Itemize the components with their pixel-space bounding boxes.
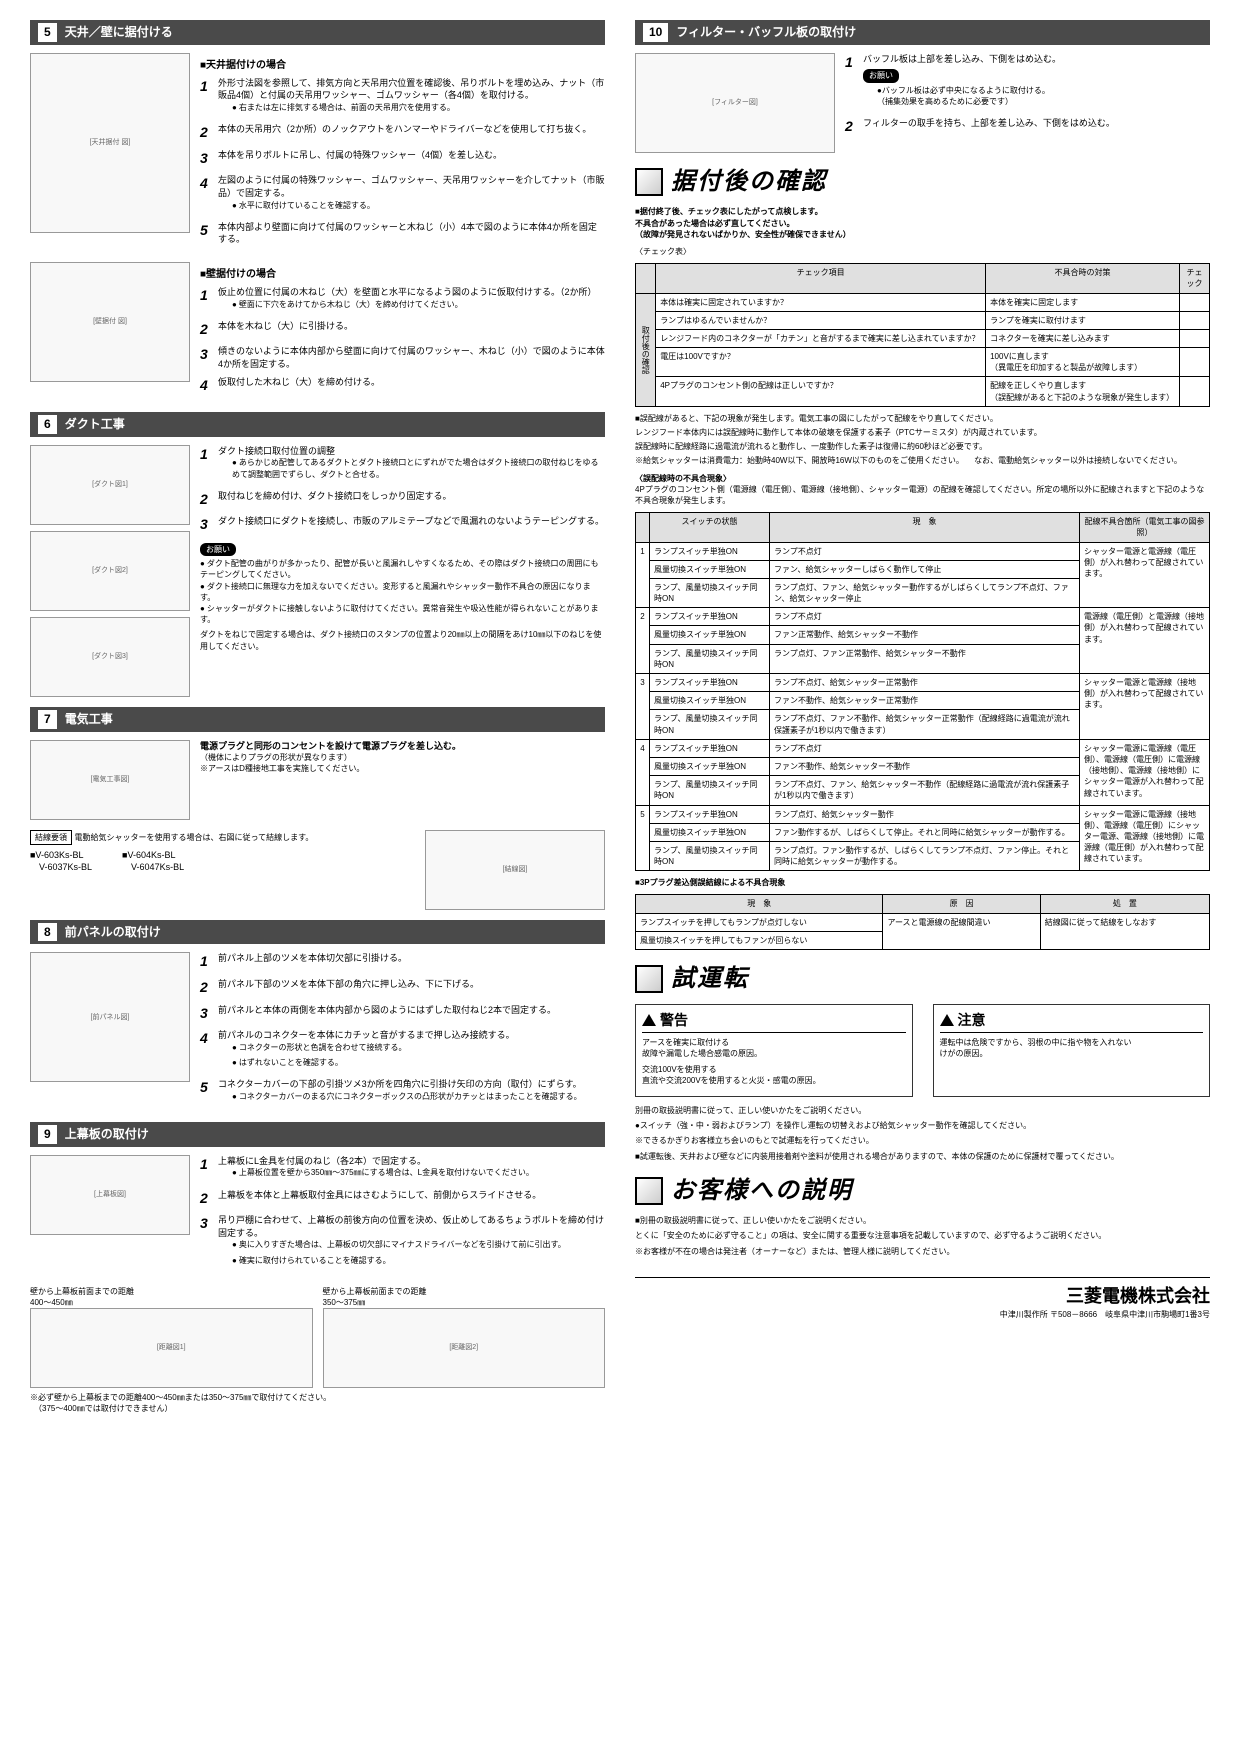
duct-note: ダクトをねじで固定する場合は、ダクト接続口のスタンプの位置より20㎜以上の間隔を… <box>200 629 605 651</box>
step: 1前パネル上部のツメを本体切欠部に引掛ける。 <box>200 952 605 972</box>
box-icon <box>635 965 663 993</box>
step: 4左図のように付属の特殊ワッシャー、ゴムワッシャー、天吊用ワッシャーを介してナッ… <box>200 174 605 214</box>
right-column: 10 フィルター・バッフル板の取付け [フィルター図] 1バッフル板は上部を差し… <box>635 20 1210 1414</box>
diagram-makuita: [上幕板図] <box>30 1155 190 1235</box>
section-8-title: 8 前パネルの取付け <box>30 920 605 945</box>
s10-block: [フィルター図] 1バッフル板は上部を差し込み、下側をはめ込む。お願い●バッフル… <box>635 53 1210 153</box>
step: 1ダクト接続口取付位置の調整あらかじめ配管してあるダクトとダクト接続口とにずれが… <box>200 445 605 484</box>
step: 3傾きのないように本体内部から壁面に向けて付属のワッシャー、木ねじ（小）で図のよ… <box>200 345 605 370</box>
left-column: 5 天井／壁に据付ける [天井据付 図] ■天井据付けの場合 1外形寸法図を参照… <box>30 20 605 1414</box>
section-num: 5 <box>38 23 57 42</box>
section-6-title: 6 ダクト工事 <box>30 412 605 437</box>
diagram-duct1: [ダクト図1] <box>30 445 190 525</box>
models: ■V-603Ks-BL V-6037Ks-BL■V-604Ks-BL V-604… <box>30 849 415 874</box>
step: 4前パネルのコネクターを本体にカチッと音がするまで押し込み接続する。コネクターの… <box>200 1029 605 1072</box>
s9-block: [上幕板図] 1上幕板にL金具を付属のねじ（各2本）で固定する。上幕板位置を壁か… <box>30 1155 605 1276</box>
s9-dist-row: 壁から上幕板前面までの距離 400～450㎜ [距離図1] 壁から上幕板前面まで… <box>30 1286 605 1388</box>
s6-block: [ダクト図1] [ダクト図2] [ダクト図3] 1ダクト接続口取付位置の調整あら… <box>30 445 605 697</box>
diagram-filter: [フィルター図] <box>635 53 835 153</box>
step: 2本体を木ねじ（大）に引掛ける。 <box>200 320 605 340</box>
check-table: チェック項目 不具合時の対策 チェック 取付後の確認本体は確実に固定されています… <box>635 263 1210 407</box>
caution-box: 注意 運転中は危険ですから、羽根の中に指や物を入れない けがの原因。 <box>933 1004 1211 1097</box>
step: 2本体の天吊用穴（2か所）のノックアウトをハンマーやドライバーなどを使用して打ち… <box>200 123 605 143</box>
diagram-elec: [電気工事図] <box>30 740 190 820</box>
caution-icon <box>940 1014 954 1026</box>
plug3p-table: 現 象 原 因 処 置 ランプスイッチを押してもランプが点灯しないアースと電源線… <box>635 894 1210 950</box>
s5-text1: ■天井据付けの場合 1外形寸法図を参照して、排気方向と天吊用穴位置を確認後、吊り… <box>200 53 605 252</box>
step: 3吊り戸棚に合わせて、上幕板の前後方向の位置を決め、仮止めしてあるちょうボルトを… <box>200 1214 605 1270</box>
step: 4仮取付した木ねじ（大）を締め付ける。 <box>200 376 605 396</box>
s5-block2: [壁据付 図] ■壁据付けの場合 1仮止め位置に付属の木ねじ（大）を壁面と水平に… <box>30 262 605 402</box>
confirm-heading: 据付後の確認 <box>635 165 1210 199</box>
diagram-ceiling: [天井据付 図] <box>30 53 190 233</box>
s7-wire-row: 結線要領 電動給気シャッターを使用する場合は、右図に従って結線します。 ■V-6… <box>30 830 605 910</box>
s7-text: 電源プラグと同形のコンセントを設けて電源プラグを差し込む。 （機体によりプラグの… <box>200 740 605 820</box>
step: 2上幕板を本体と上幕板取付金具にはさむようにして、前側からスライドさせる。 <box>200 1189 605 1209</box>
company-address: 中津川製作所 〒508－8666 岐阜県中津川市駒場町1番3号 <box>635 1309 1210 1320</box>
company-name: 三菱電機株式会社 <box>635 1284 1210 1309</box>
step: 1仮止め位置に付属の木ねじ（大）を壁面と水平になるよう図のように仮取付けする。（… <box>200 286 605 314</box>
s8-block: [前パネル図] 1前パネル上部のツメを本体切欠部に引掛ける。 2前パネル下部のツメ… <box>30 952 605 1112</box>
step: 2前パネル下部のツメを本体下部の角穴に押し込み、下に下げる。 <box>200 978 605 998</box>
error-table: スイッチの状態 現 象 配線不具合箇所（電気工事の図参照） 1ランプスイッチ単独… <box>635 512 1210 871</box>
s9-foot: ※必ず壁から上幕板までの距離400～450㎜または350～375㎜で取付けてくだ… <box>30 1392 605 1414</box>
step: 2フィルターの取手を持ち、上部を差し込み、下側をはめ込む。 <box>845 117 1210 137</box>
warn-label: お願い <box>200 543 236 556</box>
diagram-panel: [前パネル図] <box>30 952 190 1082</box>
s5-text2: ■壁据付けの場合 1仮止め位置に付属の木ねじ（大）を壁面と水平になるよう図のよう… <box>200 262 605 402</box>
test-heading: 試運転 <box>635 962 1210 996</box>
section-9-title: 9 上幕板の取付け <box>30 1122 605 1147</box>
customer-heading: お客様への説明 <box>635 1174 1210 1208</box>
wire-label: 結線要領 <box>30 830 72 845</box>
diagram-duct3: [ダクト図3] <box>30 617 190 697</box>
s6-text: 1ダクト接続口取付位置の調整あらかじめ配管してあるダクトとダクト接続口とにずれが… <box>200 445 605 697</box>
warn-row: 警告 アースを確実に取付ける 故障や漏電した場合感電の原因。交流100Vを使用す… <box>635 1004 1210 1097</box>
s5-sub1: ■天井据付けの場合 <box>200 59 605 73</box>
check-label: 〈チェック表〉 <box>635 246 1210 257</box>
step: 5コネクターカバーの下部の引掛ツメ3か所を四角穴に引掛け矢印の方向（取付）にずら… <box>200 1078 605 1106</box>
diagram-wiring: [結線図] <box>425 830 605 910</box>
s6-diagrams: [ダクト図1] [ダクト図2] [ダクト図3] <box>30 445 190 697</box>
s7-block: [電気工事図] 電源プラグと同形のコンセントを設けて電源プラグを差し込む。 （機… <box>30 740 605 820</box>
section-10-title: 10 フィルター・バッフル板の取付け <box>635 20 1210 45</box>
step: 5本体内部より壁面に向けて付属のワッシャーと木ねじ（小）4本で図のように本体4か… <box>200 221 605 246</box>
diagram-duct2: [ダクト図2] <box>30 531 190 611</box>
diagram-dist1: [距離図1] <box>30 1308 313 1388</box>
step: 3前パネルと本体の両側を本体内部から図のようにはずした取付ねじ2本で固定する。 <box>200 1004 605 1024</box>
confirm-lead: ■据付終了後、チェック表にしたがって点検します。 不具合があった場合は必ず直して… <box>635 206 1210 240</box>
section-label: 天井／壁に据付ける <box>65 24 173 41</box>
step: 1バッフル板は上部を差し込み、下側をはめ込む。お願い●バッフル板は必ず中央になる… <box>845 53 1210 111</box>
step: 1外形寸法図を参照して、排気方向と天吊用穴位置を確認後、吊りボルトを埋め込み、ナ… <box>200 77 605 117</box>
box-icon <box>635 168 663 196</box>
warning-box: 警告 アースを確実に取付ける 故障や漏電した場合感電の原因。交流100Vを使用す… <box>635 1004 913 1097</box>
page: 5 天井／壁に据付ける [天井据付 図] ■天井据付けの場合 1外形寸法図を参照… <box>30 20 1210 1414</box>
step: 1上幕板にL金具を付属のねじ（各2本）で固定する。上幕板位置を壁から350㎜～3… <box>200 1155 605 1183</box>
section-5-title: 5 天井／壁に据付ける <box>30 20 605 45</box>
section-7-title: 7 電気工事 <box>30 707 605 732</box>
s5-sub2: ■壁据付けの場合 <box>200 268 605 282</box>
box-icon <box>635 1177 663 1205</box>
warning-icon <box>642 1014 656 1026</box>
step: 3ダクト接続口にダクトを接続し、市販のアルミテープなどで風漏れのないようテーピン… <box>200 515 605 535</box>
step: 3本体を吊りボルトに吊し、付属の特殊ワッシャー（4個）を差し込む。 <box>200 149 605 169</box>
diagram-dist2: [距離図2] <box>323 1308 606 1388</box>
step: 2取付ねじを締め付け、ダクト接続口をしっかり固定する。 <box>200 490 605 510</box>
footer: 三菱電機株式会社 中津川製作所 〒508－8666 岐阜県中津川市駒場町1番3号 <box>635 1277 1210 1320</box>
diagram-wall: [壁据付 図] <box>30 262 190 382</box>
s5-block1: [天井据付 図] ■天井据付けの場合 1外形寸法図を参照して、排気方向と天吊用穴… <box>30 53 605 252</box>
